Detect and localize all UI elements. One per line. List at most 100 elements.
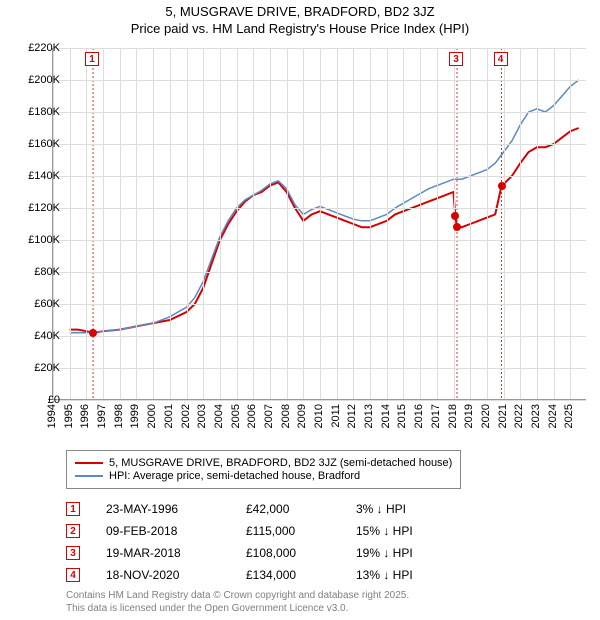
gridline-v [387, 48, 388, 399]
x-axis-label: 2020 [480, 404, 492, 428]
gridline-v [70, 48, 71, 399]
x-axis-label: 1996 [79, 404, 91, 428]
event-price: £42,000 [246, 502, 356, 516]
event-number-4: 4 [66, 568, 80, 582]
y-axis-label: £20K [4, 362, 60, 374]
title-block: 5, MUSGRAVE DRIVE, BRADFORD, BD2 3JZ Pri… [0, 0, 600, 36]
gridline-v [520, 48, 521, 399]
event-row: 2 09-FEB-2018£115,00015% ↓ HPI [66, 520, 466, 542]
gridline-v [303, 48, 304, 399]
gridline-v [320, 48, 321, 399]
y-axis-label: £80K [4, 266, 60, 278]
x-axis-label: 1998 [113, 404, 125, 428]
x-axis-label: 2025 [563, 404, 575, 428]
gridline-v [153, 48, 154, 399]
event-date: 19-MAR-2018 [106, 546, 246, 560]
x-axis-label: 2018 [447, 404, 459, 428]
event-price: £134,000 [246, 568, 356, 582]
gridline-v [203, 48, 204, 399]
y-axis-label: £160K [4, 138, 60, 150]
event-marker-4: 4 [494, 52, 508, 66]
event-delta: 3% ↓ HPI [356, 502, 466, 516]
legend-row: HPI: Average price, semi-detached house,… [75, 470, 452, 482]
y-axis-label: £120K [4, 202, 60, 214]
event-table: 123-MAY-1996£42,0003% ↓ HPI209-FEB-2018£… [66, 498, 466, 586]
event-price: £108,000 [246, 546, 356, 560]
x-axis-label: 2007 [263, 404, 275, 428]
legend: 5, MUSGRAVE DRIVE, BRADFORD, BD2 3JZ (se… [66, 450, 461, 489]
gridline-v [287, 48, 288, 399]
gridline-h [53, 400, 586, 401]
gridline-v [187, 48, 188, 399]
event-row: 3 19-MAR-2018£108,00019% ↓ HPI [66, 542, 466, 564]
chart-container: 5, MUSGRAVE DRIVE, BRADFORD, BD2 3JZ Pri… [0, 0, 600, 620]
event-dot [498, 182, 506, 190]
event-number-3: 3 [66, 546, 80, 560]
x-axis-label: 2010 [313, 404, 325, 428]
gridline-v [136, 48, 137, 399]
gridline-v [86, 48, 87, 399]
chart-area [52, 48, 586, 400]
footer: Contains HM Land Registry data © Crown c… [66, 590, 409, 615]
x-axis-label: 2003 [196, 404, 208, 428]
gridline-v [470, 48, 471, 399]
gridline-v [570, 48, 571, 399]
event-date: 09-FEB-2018 [106, 524, 246, 538]
gridline-v [403, 48, 404, 399]
x-axis-label: 2021 [497, 404, 509, 428]
y-axis-label: £100K [4, 234, 60, 246]
x-axis-label: 1997 [96, 404, 108, 428]
x-axis-label: 2011 [330, 404, 342, 428]
event-delta: 19% ↓ HPI [356, 546, 466, 560]
gridline-v [537, 48, 538, 399]
gridline-v [420, 48, 421, 399]
x-axis-label: 2006 [246, 404, 258, 428]
x-axis-label: 2000 [146, 404, 158, 428]
event-row: 123-MAY-1996£42,0003% ↓ HPI [66, 498, 466, 520]
event-dot [453, 223, 461, 231]
x-axis-label: 2009 [296, 404, 308, 428]
event-date: 18-NOV-2020 [106, 568, 246, 582]
event-price: £115,000 [246, 524, 356, 538]
footer-line2: This data is licensed under the Open Gov… [66, 603, 409, 616]
x-axis-label: 2002 [180, 404, 192, 428]
event-dot [451, 212, 459, 220]
x-axis-label: 2001 [163, 404, 175, 428]
x-axis-label: 2022 [513, 404, 525, 428]
x-axis-label: 2024 [547, 404, 559, 428]
x-axis-label: 2013 [363, 404, 375, 428]
y-axis-label: £60K [4, 298, 60, 310]
y-axis-label: £180K [4, 106, 60, 118]
gridline-v [103, 48, 104, 399]
x-axis-label: 2005 [230, 404, 242, 428]
x-axis-label: 2008 [280, 404, 292, 428]
gridline-v [120, 48, 121, 399]
series-price_paid [70, 128, 579, 333]
y-axis-label: £220K [4, 42, 60, 54]
y-axis-label: £40K [4, 330, 60, 342]
gridline-v [370, 48, 371, 399]
gridline-v [270, 48, 271, 399]
event-date: 23-MAY-1996 [106, 502, 246, 516]
legend-label: HPI: Average price, semi-detached house,… [109, 470, 360, 482]
x-axis-label: 2014 [380, 404, 392, 428]
gridline-v [337, 48, 338, 399]
event-delta: 13% ↓ HPI [356, 568, 466, 582]
gridline-v [487, 48, 488, 399]
gridline-v [437, 48, 438, 399]
x-axis-label: 2016 [413, 404, 425, 428]
event-dot [89, 329, 97, 337]
event-delta: 15% ↓ HPI [356, 524, 466, 538]
gridline-v [170, 48, 171, 399]
event-row: 4 18-NOV-2020£134,00013% ↓ HPI [66, 564, 466, 586]
x-axis-label: 2023 [530, 404, 542, 428]
gridline-v [220, 48, 221, 399]
series-hpi [70, 80, 579, 333]
gridline-v [237, 48, 238, 399]
event-number-2: 2 [66, 524, 80, 538]
legend-swatch [75, 475, 103, 477]
title-subtitle: Price paid vs. HM Land Registry's House … [0, 21, 600, 36]
event-marker-1: 1 [85, 52, 99, 66]
gridline-v [253, 48, 254, 399]
legend-swatch [75, 462, 103, 464]
